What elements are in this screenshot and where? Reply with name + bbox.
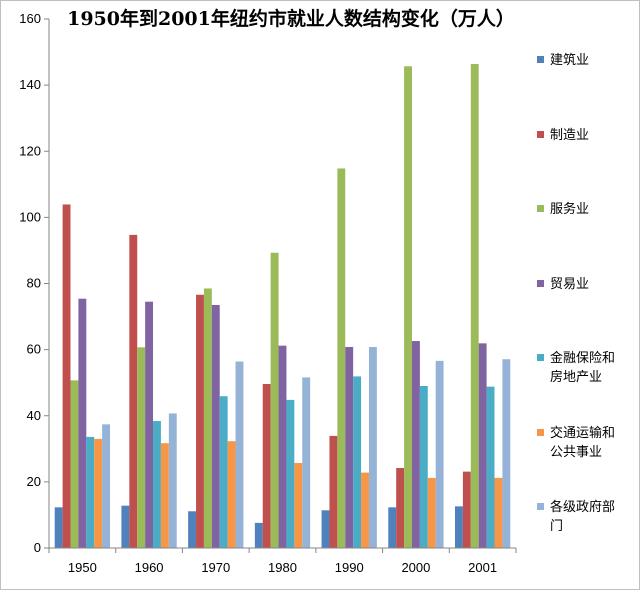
bar	[454, 506, 463, 548]
bar	[337, 168, 346, 548]
legend-label: 建筑业	[550, 52, 589, 68]
bar	[478, 343, 487, 548]
bar	[137, 347, 146, 548]
y-tick-label: 160	[19, 11, 41, 26]
x-tick-label: 1990	[335, 560, 364, 575]
bar	[211, 304, 220, 548]
bar	[486, 386, 495, 548]
x-tick-label: 1980	[268, 560, 297, 575]
legend-swatch	[537, 429, 544, 436]
bar	[94, 438, 103, 548]
bar	[278, 345, 287, 548]
bar	[329, 435, 338, 548]
bar	[462, 471, 471, 548]
legend-label: 交通运输和	[550, 425, 615, 441]
bar	[219, 396, 228, 548]
bar	[262, 384, 271, 548]
y-tick-label: 120	[19, 143, 41, 158]
bar	[427, 477, 436, 548]
bar	[270, 252, 279, 548]
chart-title: 1950年到2001年纽约市就业人数结构变化（万人）	[67, 7, 515, 30]
bar	[368, 346, 377, 548]
legend-label: 门	[550, 519, 563, 534]
y-tick-label: 140	[19, 77, 41, 92]
x-tick-label: 2001	[468, 560, 497, 575]
bar	[227, 441, 236, 548]
bar	[196, 294, 204, 548]
bar	[494, 477, 503, 548]
legend-swatch	[537, 56, 544, 63]
x-tick-label: 2000	[401, 560, 430, 575]
bar	[188, 511, 197, 548]
bar	[160, 443, 169, 548]
bar	[129, 234, 138, 548]
bar	[470, 63, 479, 549]
y-axis-ticks: 0 20 40 60 80 100 120 140 160	[19, 11, 49, 555]
y-tick-label: 80	[27, 276, 41, 291]
bar	[353, 376, 362, 548]
legend-label: 服务业	[550, 201, 589, 217]
bar	[235, 361, 244, 548]
bar	[121, 505, 130, 548]
bar	[168, 413, 177, 548]
x-axis-ticks: 1950 1960 1970 1980 1990 2000 2001	[48, 548, 517, 575]
x-tick-label: 1950	[68, 560, 97, 575]
bar	[78, 298, 87, 548]
axes	[48, 19, 516, 549]
legend-label: 贸易业	[550, 277, 589, 292]
bars	[54, 63, 511, 549]
bar	[86, 436, 95, 548]
bar	[203, 288, 212, 548]
bar	[254, 522, 263, 548]
y-tick-label: 0	[34, 540, 41, 555]
x-tick-label: 1960	[135, 560, 164, 575]
bar	[62, 204, 71, 548]
bar	[153, 421, 161, 548]
legend-label: 制造业	[550, 128, 589, 143]
bar	[302, 377, 311, 548]
bar	[54, 507, 63, 548]
bar	[411, 341, 420, 548]
legend-label: 房地产业	[550, 369, 602, 385]
bar	[102, 424, 111, 548]
legend-swatch	[537, 205, 544, 212]
legend-label: 各级政府部	[550, 499, 615, 515]
legend-swatch	[537, 503, 544, 510]
bar	[361, 472, 369, 548]
bar	[419, 385, 428, 548]
bar	[70, 380, 79, 548]
bar	[435, 360, 444, 548]
legend-label: 公共事业	[550, 445, 602, 460]
bar	[286, 399, 295, 548]
bar	[396, 467, 405, 548]
bar	[145, 301, 154, 548]
x-tick-label: 1970	[201, 560, 230, 575]
bar	[321, 510, 330, 548]
legend-swatch	[537, 131, 544, 138]
y-tick-label: 60	[27, 342, 41, 357]
y-tick-label: 100	[19, 209, 41, 224]
bar	[404, 66, 412, 549]
y-tick-label: 40	[27, 408, 41, 423]
bar	[388, 507, 397, 548]
bar	[294, 463, 303, 548]
legend-swatch	[537, 280, 544, 287]
legend-swatch	[537, 354, 544, 361]
legend-label: 金融保险和	[550, 350, 615, 366]
y-tick-label: 20	[27, 474, 41, 489]
bar	[502, 359, 511, 548]
bar	[345, 346, 354, 548]
